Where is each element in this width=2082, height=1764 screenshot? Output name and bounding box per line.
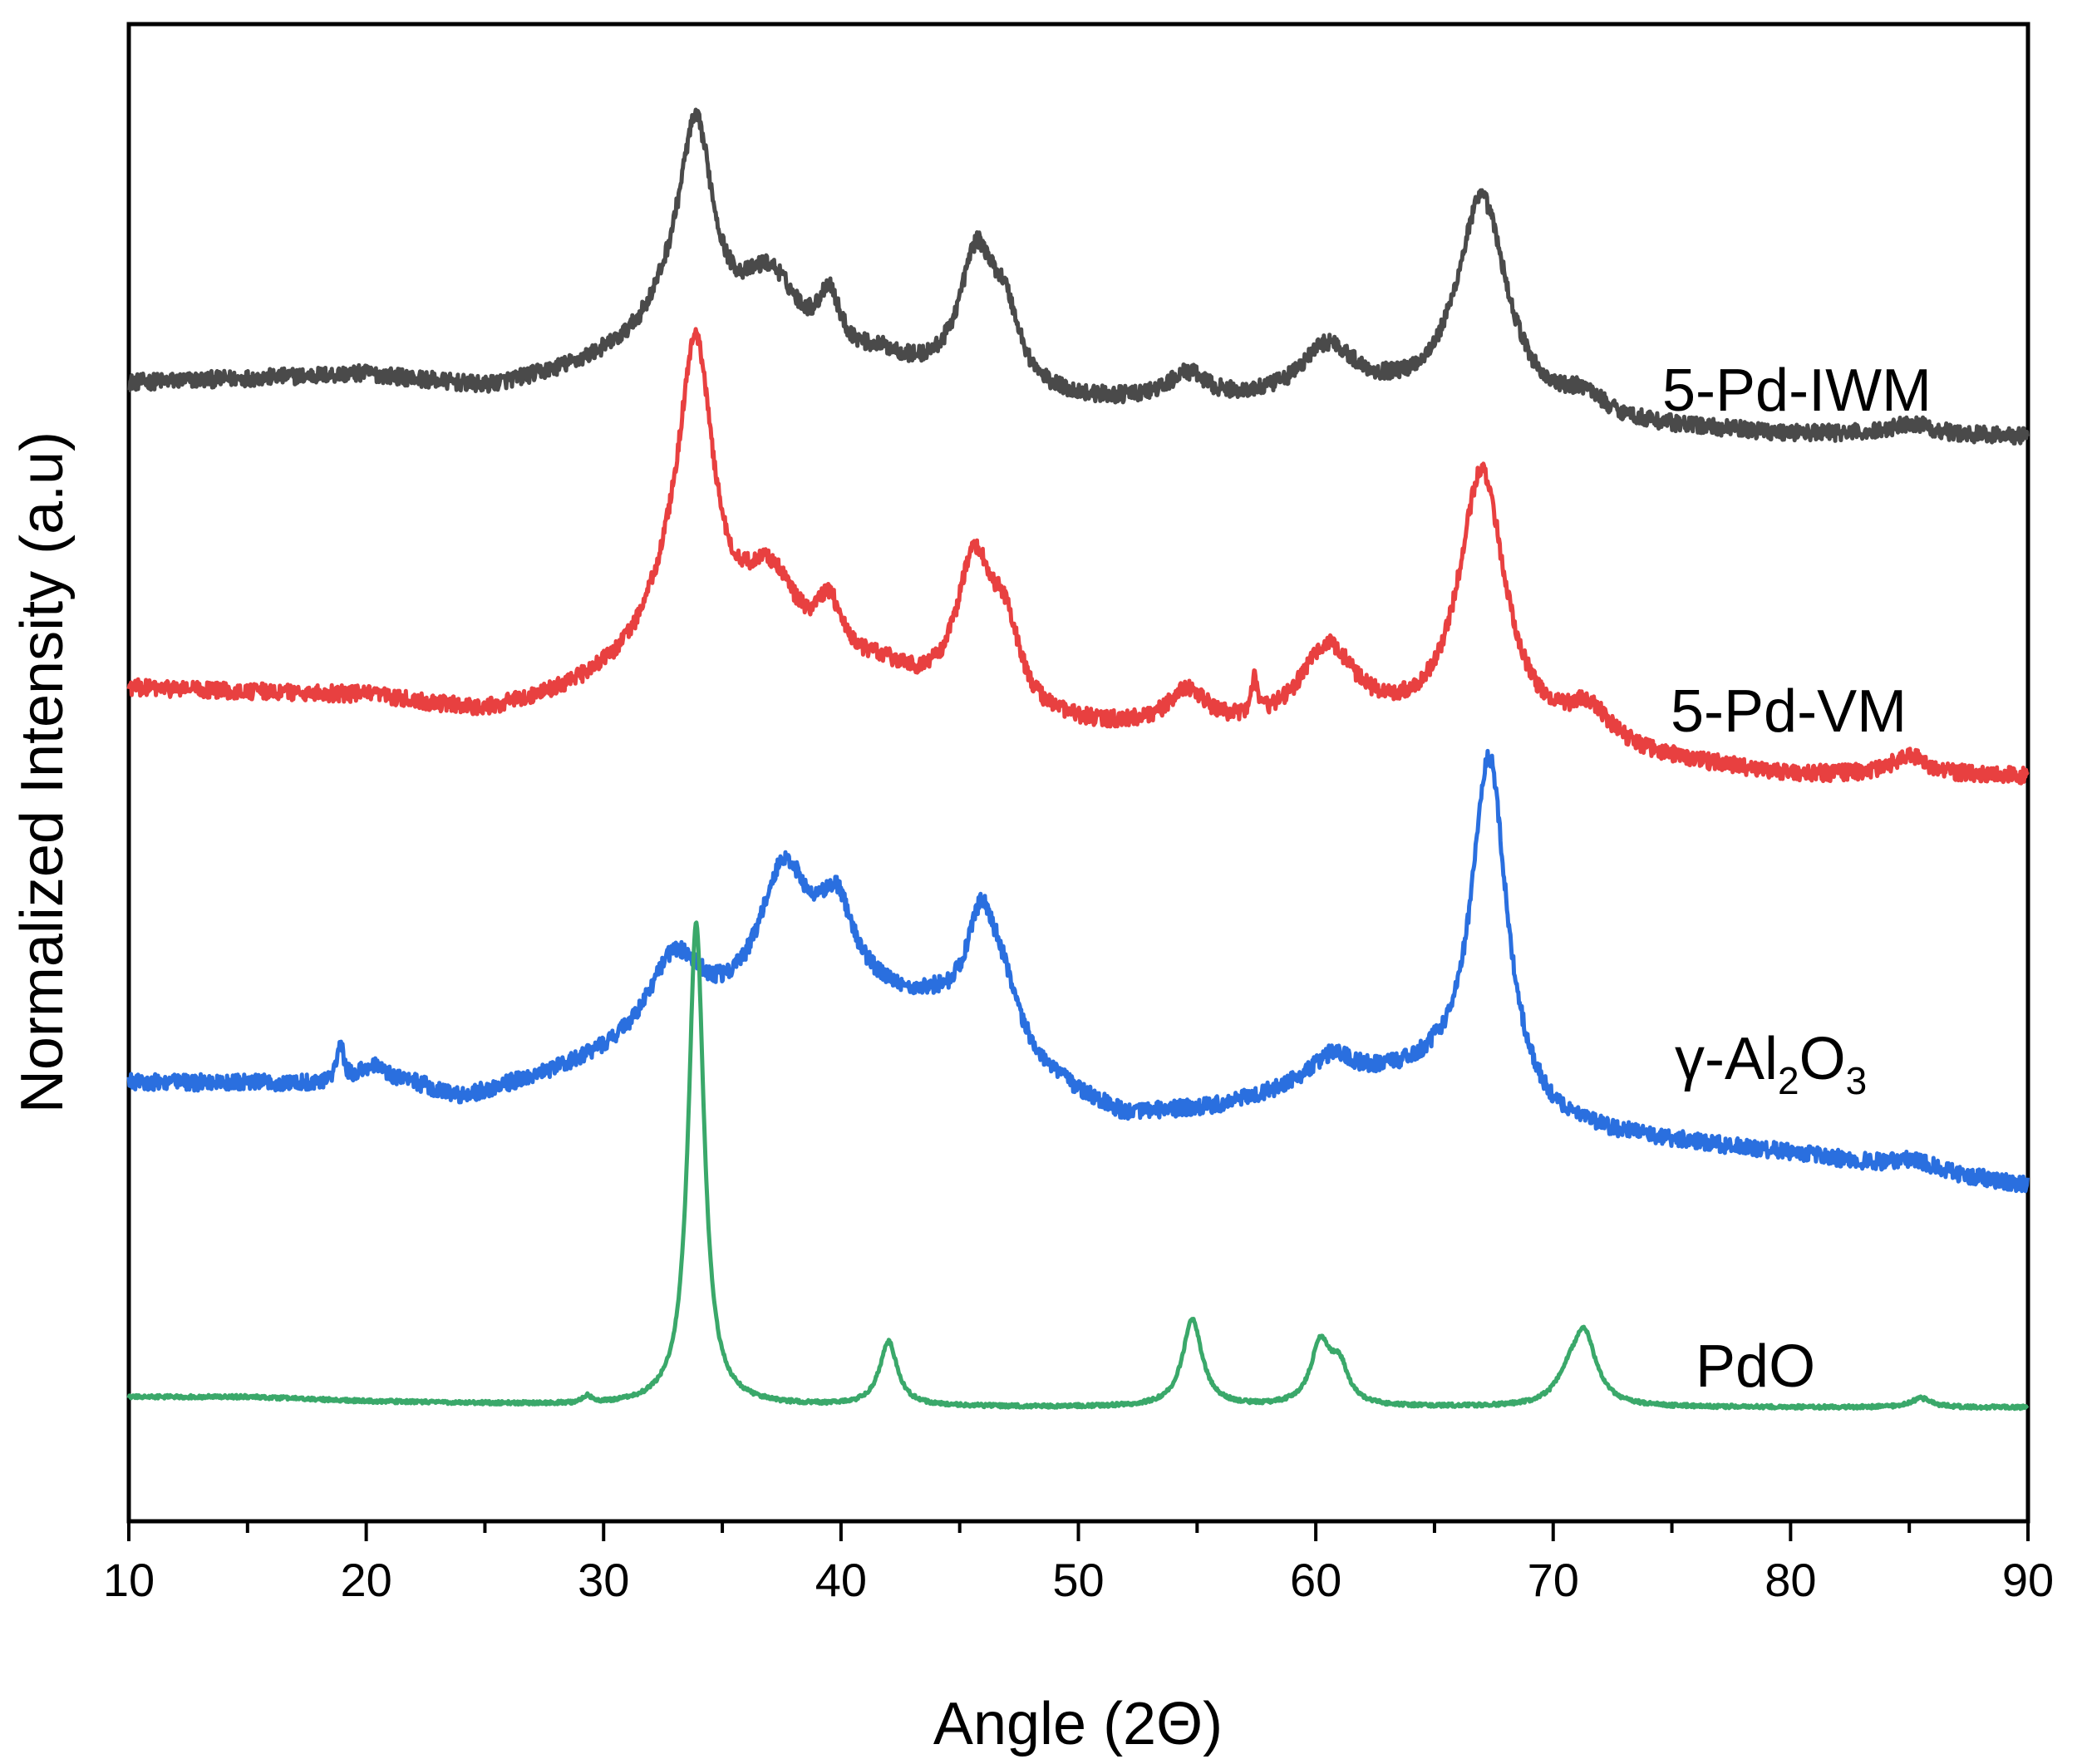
x-tick-label: 90 (2002, 1554, 2054, 1606)
x-tick-label: 30 (578, 1554, 629, 1606)
series-label-0: 5-Pd-IWM (1662, 357, 1932, 424)
series-line-0 (127, 107, 2030, 446)
x-tick-label: 50 (1052, 1554, 1104, 1606)
x-axis-title: Angle (2Θ) (933, 1691, 1223, 1757)
series-layer (126, 107, 2030, 1412)
series-line-2 (126, 748, 2030, 1194)
series-label-part: 2 (1778, 1059, 1799, 1102)
series-label-part: 3 (1846, 1059, 1868, 1102)
y-axis-title: Normalized Intensity (a.u) (9, 431, 76, 1113)
x-tick-label: 80 (1765, 1554, 1816, 1606)
x-tick-label: 10 (103, 1554, 155, 1606)
series-label-part: γ-Al (1675, 1026, 1778, 1092)
series-label-part: PdO (1696, 1333, 1815, 1400)
x-tick-label: 40 (815, 1554, 867, 1606)
series-label-3: PdO (1696, 1333, 1815, 1400)
series-labels: 5-Pd-IWM 5-Pd-VM γ-Al2O3 PdO (1662, 357, 1932, 1400)
series-label-2: γ-Al2O3 (1675, 1026, 1867, 1102)
x-tick-label: 60 (1290, 1554, 1341, 1606)
series-line-3 (126, 920, 2030, 1412)
series-label-part: O (1799, 1026, 1846, 1092)
x-axis-ticks: 10 20 30 40 50 60 70 80 90 (103, 1521, 2054, 1606)
series-label-part: 5-Pd-VM (1671, 678, 1907, 745)
series-label-part: 5-Pd-IWM (1662, 357, 1932, 424)
series-line-1 (126, 327, 2030, 786)
series-label-1: 5-Pd-VM (1671, 678, 1907, 745)
x-tick-label: 20 (340, 1554, 391, 1606)
plot-area: 10 20 30 40 50 60 70 80 90 (103, 22, 2054, 1606)
x-tick-label: 70 (1528, 1554, 1579, 1606)
